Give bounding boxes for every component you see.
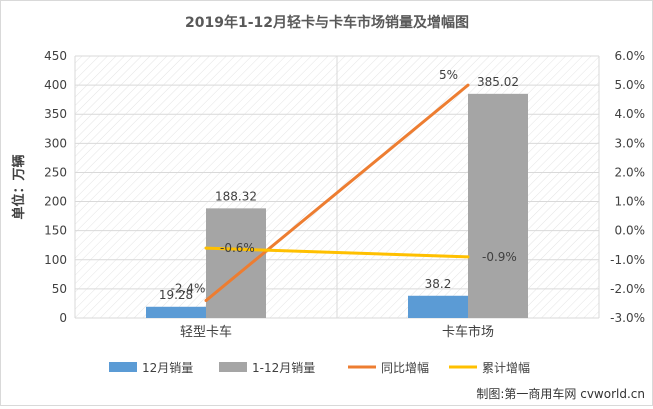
y-tick-label: 100 [44, 253, 67, 267]
legend-swatch [109, 362, 137, 372]
y-axis-label: 单位：万辆 [11, 154, 27, 219]
y2-tick-label: 6.0% [615, 49, 646, 63]
y2-tick-label: 0.0% [615, 224, 646, 238]
line-point [466, 255, 470, 259]
legend-swatch [219, 362, 247, 372]
legend-label: 同比增幅 [381, 360, 429, 375]
bar-data-label: 188.32 [215, 189, 257, 203]
bar-data-label: 19.28 [159, 288, 193, 302]
line-layer [204, 83, 470, 303]
y2-tick-label: -1.0% [610, 253, 645, 267]
legend-label: 12月销量 [142, 361, 193, 375]
line-data-label: -0.6% [220, 241, 255, 255]
line-point [204, 246, 208, 250]
y2-tick-label: 3.0% [615, 136, 646, 150]
y2-tick-label: 2.0% [615, 165, 646, 179]
legend: 12月销量 1-12月销量 同比增幅 累计增幅 [109, 360, 530, 375]
bar-layer [146, 93, 528, 319]
line-point [466, 83, 470, 87]
y-tick-label: 350 [44, 107, 67, 121]
y2-tick-label: 1.0% [615, 195, 646, 209]
source-note: 制图:第一商用车网 cvworld.cn [476, 386, 645, 401]
bar [468, 93, 528, 319]
y-tick-label: 400 [44, 78, 67, 92]
y-tick-label: 50 [52, 282, 67, 296]
grid-layer [74, 55, 600, 319]
y-tick-label: 300 [44, 136, 67, 150]
x-tick-label: 卡车市场 [442, 324, 494, 340]
line-point [204, 299, 208, 303]
y2-tick-label: -2.0% [610, 282, 645, 296]
y-tick-label: 0 [59, 311, 67, 325]
y2-tick-label: 5.0% [615, 78, 646, 92]
label-layer: 19.28 38.2 188.32 385.02 -2.4% 5% -0.6% -0.9% [159, 68, 519, 302]
line-data-label: -0.9% [482, 250, 517, 264]
line-data-label: 5% [439, 68, 458, 82]
y-tick-label: 450 [44, 49, 67, 63]
y2-tick-label: 4.0% [615, 107, 646, 121]
legend-label: 累计增幅 [482, 360, 530, 375]
bar [408, 295, 468, 318]
legend-label: 1-12月销量 [252, 361, 315, 375]
line-series [205, 83, 469, 302]
y-tick-label: 200 [44, 195, 67, 209]
y-tick-label: 150 [44, 224, 67, 238]
bar-data-label: 38.2 [425, 277, 452, 291]
chart-title: 2019年1-12月轻卡与卡车市场销量及增幅图 [185, 14, 469, 31]
line-data-label: -2.4% [171, 282, 206, 296]
y2-tick-label: -3.0% [610, 311, 645, 325]
bar-data-label: 385.02 [477, 75, 519, 89]
axis-layer: 0 50 100 150 200 250 300 350 400 450 -3.0% -2.0% -1.… [44, 49, 645, 340]
x-tick-label: 轻型卡车 [180, 324, 232, 340]
line-series [205, 246, 469, 259]
bar [206, 208, 266, 318]
bar [146, 306, 206, 318]
y-tick-label: 250 [44, 165, 67, 179]
